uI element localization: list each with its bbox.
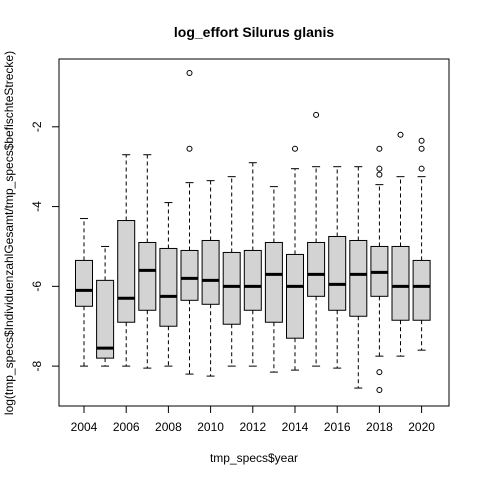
iqr-box: [96, 279, 115, 359]
x-tick-label: 2010: [197, 420, 224, 434]
x-tick-label: 2014: [282, 420, 309, 434]
outlier-point: [186, 145, 193, 152]
y-tick-label: -8: [30, 360, 44, 371]
box-2006: [117, 154, 136, 367]
box-2009: [180, 69, 199, 375]
box-2005: [96, 245, 115, 367]
outlier-point: [418, 145, 425, 152]
box-2011: [222, 176, 241, 367]
box-2019: [391, 131, 410, 357]
x-tick-label: 2018: [366, 420, 393, 434]
y-axis-title: log(tmp_specs$IndividuenzahlGesamt/tmp_s…: [2, 51, 16, 415]
x-tick-label: 2008: [155, 420, 182, 434]
box-2007: [138, 154, 157, 369]
iqr-box: [349, 239, 368, 317]
box-2018: [370, 145, 389, 394]
iqr-box: [243, 249, 262, 311]
y-axis: -8 -6 -4 -2: [30, 121, 60, 371]
iqr-box: [391, 245, 410, 321]
iqr-box: [286, 253, 304, 339]
iqr-box: [307, 241, 326, 297]
outlier-point: [376, 165, 383, 172]
box-2012: [243, 162, 262, 367]
outlier-point: [376, 171, 383, 178]
iqr-box: [138, 241, 157, 311]
iqr-box: [412, 259, 431, 321]
box-2020: [412, 137, 431, 351]
box-2015: [307, 111, 326, 367]
iqr-box: [222, 251, 241, 325]
iqr-box: [328, 235, 347, 311]
box-2014: [286, 145, 304, 371]
iqr-box: [264, 241, 283, 323]
outlier-point: [397, 131, 404, 138]
x-tick-label: 2016: [324, 420, 351, 434]
outlier-point: [313, 111, 320, 118]
y-tick-label: -6: [30, 281, 44, 292]
box-2008: [159, 202, 178, 367]
x-axis: 2004 2006 2008 2010 2012 2014 2016 2018 2020: [71, 405, 435, 434]
outlier-point: [418, 137, 425, 144]
box-2016: [328, 166, 347, 369]
boxes-group: [75, 69, 431, 394]
outlier-point: [292, 145, 298, 152]
outlier-point: [376, 369, 383, 376]
x-tick-label: 2004: [71, 420, 98, 434]
iqr-box: [75, 259, 93, 307]
outlier-point: [418, 165, 425, 172]
x-tick-label: 2012: [239, 420, 266, 434]
box-2004: [75, 218, 93, 367]
outlier-point: [376, 387, 383, 394]
box-2010: [201, 180, 220, 377]
chart-title: log_effort Silurus glanis: [174, 24, 334, 40]
box-2013: [264, 186, 283, 373]
outlier-point: [376, 145, 383, 152]
outlier-point: [186, 69, 193, 76]
y-tick-label: -4: [30, 201, 44, 212]
iqr-box: [180, 249, 199, 301]
iqr-box: [201, 239, 220, 305]
box-2017: [349, 166, 368, 389]
x-tick-label: 2020: [408, 420, 435, 434]
y-tick-label: -2: [30, 121, 44, 132]
x-axis-title: tmp_specs$year: [210, 451, 298, 465]
iqr-box: [159, 247, 178, 327]
x-tick-label: 2006: [113, 420, 140, 434]
iqr-box: [117, 220, 136, 323]
